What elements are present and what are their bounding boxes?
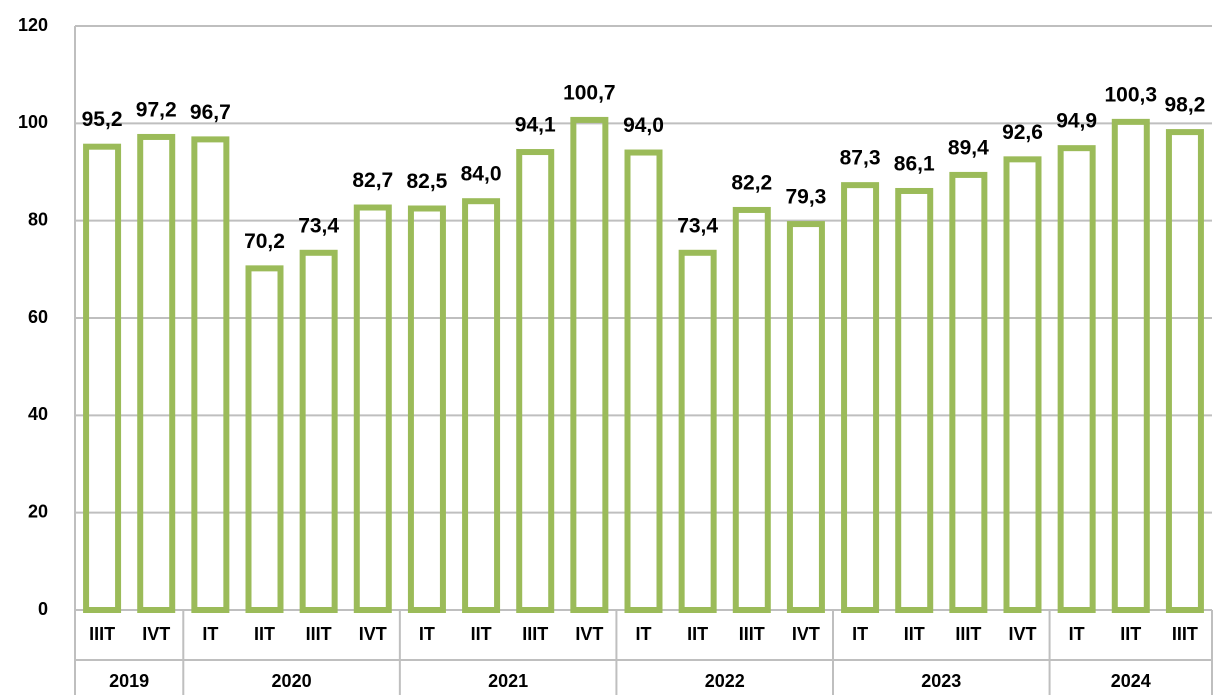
data-label: 97,2: [136, 99, 177, 122]
bar: [1003, 156, 1042, 613]
data-label: 94,9: [1056, 110, 1097, 133]
y-tick-label: 100: [18, 112, 48, 132]
data-label: 95,2: [82, 108, 123, 131]
y-tick-label: 60: [28, 307, 48, 327]
bar: [191, 136, 230, 613]
bar: [245, 265, 284, 613]
data-label: 84,0: [461, 163, 502, 186]
x-tick-label: IIT: [1120, 624, 1141, 644]
x-tick-label: IVT: [359, 624, 387, 644]
bar: [1057, 145, 1096, 614]
bar: [841, 182, 880, 613]
x-tick-label: IVT: [575, 624, 603, 644]
x-tick-label: IIIT: [739, 624, 765, 644]
data-label: 89,4: [948, 136, 989, 159]
data-label: 70,2: [244, 230, 285, 253]
bar: [1111, 118, 1150, 614]
x-tick-label: IIT: [471, 624, 492, 644]
x-tick-label: IT: [202, 624, 218, 644]
data-label: 100,3: [1105, 83, 1158, 106]
x-tick-label: IIIT: [89, 624, 115, 644]
bar: [624, 149, 663, 614]
x-tick-label: IT: [852, 624, 868, 644]
data-label: 100,7: [563, 81, 616, 104]
data-label: 82,7: [352, 169, 393, 192]
x-tick-label: IIIT: [306, 624, 332, 644]
group-label: 2021: [488, 671, 528, 691]
bar: [462, 198, 501, 613]
bar: [678, 249, 717, 614]
bar: [353, 204, 392, 613]
bar: [786, 221, 825, 613]
bar: [299, 249, 338, 614]
x-tick-label: IIT: [904, 624, 925, 644]
bar: [949, 171, 988, 613]
x-tick-label: IIIT: [522, 624, 548, 644]
x-tick-label: IIT: [254, 624, 275, 644]
y-tick-label: 80: [28, 209, 48, 229]
bar: [1165, 129, 1204, 614]
data-label: 94,0: [623, 114, 664, 137]
data-label: 98,2: [1164, 94, 1205, 117]
data-label: 73,4: [298, 214, 339, 237]
group-label: 2019: [109, 671, 149, 691]
data-label: 86,1: [894, 153, 935, 176]
group-label: 2024: [1111, 671, 1151, 691]
y-tick-label: 40: [28, 404, 48, 424]
y-tick-label: 120: [18, 15, 48, 35]
bar: [570, 116, 609, 613]
x-tick-label: IIIT: [955, 624, 981, 644]
data-label: 82,2: [731, 172, 772, 195]
data-label: 82,5: [406, 170, 447, 193]
x-tick-label: IT: [419, 624, 435, 644]
bar: [83, 143, 122, 613]
x-tick-label: IT: [636, 624, 652, 644]
bar: [516, 149, 555, 613]
x-tick-label: IVT: [142, 624, 170, 644]
group-label: 2023: [921, 671, 961, 691]
x-tick-label: IVT: [1008, 624, 1036, 644]
data-label: 94,1: [515, 114, 556, 137]
data-label: 73,4: [677, 214, 718, 237]
group-label: 2020: [272, 671, 312, 691]
y-tick-label: 0: [38, 599, 48, 619]
y-tick-label: 20: [28, 501, 48, 521]
data-label: 92,6: [1002, 121, 1043, 144]
data-label: 87,3: [840, 147, 881, 170]
group-label: 2022: [705, 671, 745, 691]
data-label: 96,7: [190, 101, 231, 124]
x-tick-label: IIT: [687, 624, 708, 644]
bar: [895, 187, 934, 613]
data-label: 79,3: [785, 186, 826, 209]
bar: [137, 133, 176, 614]
x-tick-label: IT: [1069, 624, 1085, 644]
x-tick-label: IVT: [792, 624, 820, 644]
bar: [407, 205, 446, 613]
bar: [732, 206, 771, 614]
x-tick-label: IIIT: [1172, 624, 1198, 644]
